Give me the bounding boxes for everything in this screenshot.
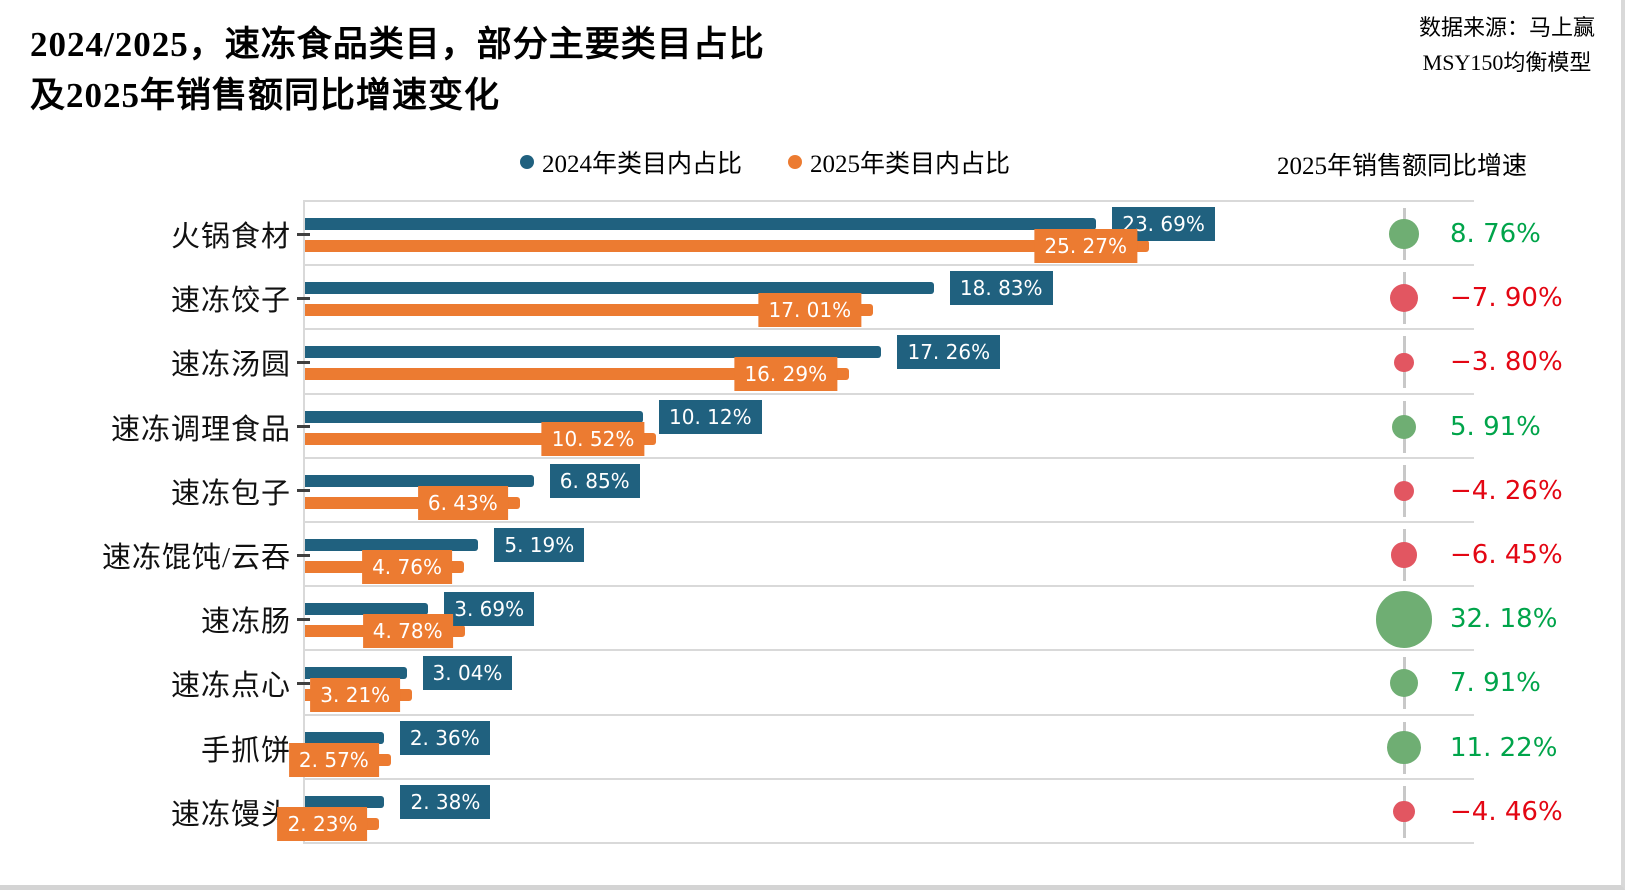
bar-label-2025: 2. 23% bbox=[277, 806, 368, 841]
bar-2024 bbox=[305, 603, 429, 616]
growth-bubble bbox=[1389, 284, 1419, 313]
bar-label-2024: 6. 85% bbox=[549, 463, 640, 498]
bar-label-2024: 2. 36% bbox=[399, 720, 490, 755]
growth-value: −7. 90% bbox=[1450, 283, 1563, 314]
growth-bubble bbox=[1393, 480, 1415, 502]
bar-label-2024: 3. 69% bbox=[444, 592, 535, 627]
bar-2024 bbox=[305, 218, 1097, 231]
bar-2024 bbox=[305, 346, 882, 359]
growth-value: −3. 80% bbox=[1450, 347, 1563, 378]
axis-tick-icon bbox=[297, 617, 310, 621]
bar-2025 bbox=[305, 240, 1150, 253]
bar-label-2024: 3. 04% bbox=[422, 656, 513, 691]
axis-tick-icon bbox=[297, 296, 310, 300]
bar-2024 bbox=[305, 667, 407, 680]
axis-tick-icon bbox=[297, 360, 310, 364]
category-label: 速冻调理食品 bbox=[110, 413, 291, 446]
bar-2025 bbox=[305, 368, 850, 381]
category-label: 手抓饼 bbox=[200, 734, 291, 767]
data-source-line1: 数据来源：马上赢 bbox=[1418, 15, 1595, 40]
growth-value: 11. 22% bbox=[1450, 732, 1558, 763]
category-label: 速冻点心 bbox=[170, 670, 291, 703]
category-row: 手抓饼 2. 36% 2. 57% 11. 22% bbox=[201, 713, 1557, 778]
bar-2024 bbox=[305, 474, 534, 487]
axis-tick-icon bbox=[297, 425, 310, 429]
legend-item-2024: 2024年类目内占比 bbox=[520, 144, 742, 180]
bar-2024 bbox=[305, 410, 643, 423]
growth-value: 8. 76% bbox=[1450, 219, 1541, 250]
legend-dot-2025-icon bbox=[788, 155, 803, 169]
category-label: 火锅食材 bbox=[170, 221, 291, 254]
growth-bubble bbox=[1387, 730, 1421, 765]
growth-bubble bbox=[1389, 219, 1419, 249]
growth-value: 5. 91% bbox=[1450, 411, 1541, 442]
growth-value: −4. 26% bbox=[1450, 475, 1563, 506]
chart-legend: 2024年类目内占比 2025年类目内占比 bbox=[520, 144, 1010, 180]
bar-label-2025: 17. 01% bbox=[758, 293, 862, 328]
bar-2024 bbox=[305, 539, 479, 552]
bar-label-2024: 17. 26% bbox=[897, 335, 1001, 370]
category-label: 速冻肠 bbox=[200, 606, 291, 639]
bar-label-2025: 6. 43% bbox=[417, 485, 508, 520]
axis-tick-icon bbox=[297, 232, 310, 236]
page-title-line1: 2024/2025，速冻食品类目，部分主要类目占比 bbox=[30, 25, 765, 64]
bar-label-2025: 4. 76% bbox=[362, 550, 452, 585]
bar-label-2025: 16. 29% bbox=[734, 357, 838, 392]
data-source-line2: MSY150均衡模型 bbox=[1422, 50, 1592, 76]
axis-tick-icon bbox=[297, 681, 310, 685]
bar-2024 bbox=[305, 282, 934, 295]
growth-value: −4. 46% bbox=[1450, 796, 1563, 827]
bar-label-2025: 4. 78% bbox=[362, 614, 453, 649]
page-title: 2024/2025，速冻食品类目，部分主要类目占比 及2025年销售额同比增速变… bbox=[30, 20, 765, 122]
bar-label-2025: 2. 57% bbox=[288, 742, 379, 777]
axis-tick-icon bbox=[297, 553, 310, 557]
growth-bubble bbox=[1375, 590, 1433, 648]
category-label: 速冻馒头 bbox=[170, 798, 291, 831]
bar-label-2024: 10. 12% bbox=[659, 399, 762, 434]
category-row: 速冻馒头 2. 38% 2. 23% −4. 46% bbox=[171, 777, 1563, 842]
category-row: 速冻包子 6. 85% 6. 43% −4. 26% bbox=[171, 456, 1563, 521]
legend-dot-2024-icon bbox=[520, 155, 534, 169]
bar-label-2025: 25. 27% bbox=[1034, 229, 1138, 264]
growth-bubble bbox=[1394, 352, 1414, 373]
bar-label-2024: 5. 19% bbox=[494, 528, 585, 563]
growth-bubble bbox=[1391, 414, 1417, 439]
category-label: 速冻馄饨/云吞 bbox=[101, 542, 291, 575]
axis-tick-icon bbox=[297, 489, 310, 493]
bar-label-2024: 18. 83% bbox=[949, 271, 1053, 306]
bar-label-2025: 10. 52% bbox=[541, 421, 645, 456]
category-row: 速冻肠 3. 69% 4. 78% 32. 18% bbox=[201, 585, 1557, 649]
category-row: 速冻饺子 18. 83% 17. 01% −7. 90% bbox=[171, 264, 1563, 328]
growth-value: 7. 91% bbox=[1450, 668, 1541, 699]
growth-bubble bbox=[1389, 669, 1419, 698]
growth-value: 32. 18% bbox=[1450, 604, 1558, 635]
category-row: 速冻汤圆 17. 26% 16. 29% −3. 80% bbox=[171, 328, 1563, 392]
bar-2024 bbox=[305, 731, 384, 744]
growth-column-header: 2025年销售额同比增速 bbox=[1276, 153, 1528, 180]
category-label: 速冻饺子 bbox=[170, 285, 291, 318]
bar-label-2025: 3. 21% bbox=[310, 678, 401, 713]
category-row: 速冻调理食品 10. 12% 10. 52% 5. 91% bbox=[111, 392, 1541, 457]
bar-2024 bbox=[305, 795, 385, 808]
growth-value: −6. 45% bbox=[1450, 540, 1563, 571]
growth-bubble bbox=[1391, 542, 1417, 568]
category-row: 速冻馄饨/云吞 5. 19% 4. 76% −6. 45% bbox=[102, 520, 1563, 585]
category-label: 速冻汤圆 bbox=[170, 349, 291, 382]
category-row: 火锅食材 23. 69% 25. 27% 8. 76% bbox=[171, 200, 1541, 264]
page-title-line2: 及2025年销售额同比增速变化 bbox=[30, 75, 501, 115]
bar-plot: 火锅食材 23. 69% 25. 27% 8. 76% 速冻饺子 18. 83% 17. 0… bbox=[102, 200, 1563, 844]
legend-item-2025: 2025年类目内占比 bbox=[788, 144, 1010, 180]
bar-label-2024: 2. 38% bbox=[400, 784, 491, 819]
legend-label-2025: 2025年类目内占比 bbox=[810, 151, 1011, 178]
category-label: 速冻包子 bbox=[170, 477, 291, 510]
category-row: 速冻点心 3. 04% 3. 21% 7. 91% bbox=[171, 649, 1541, 713]
data-source: 数据来源：马上赢 MSY150均衡模型 bbox=[1419, 10, 1595, 80]
legend-label-2024: 2024年类目内占比 bbox=[542, 151, 743, 178]
bar-2025 bbox=[305, 304, 874, 317]
growth-bubble bbox=[1393, 801, 1415, 823]
